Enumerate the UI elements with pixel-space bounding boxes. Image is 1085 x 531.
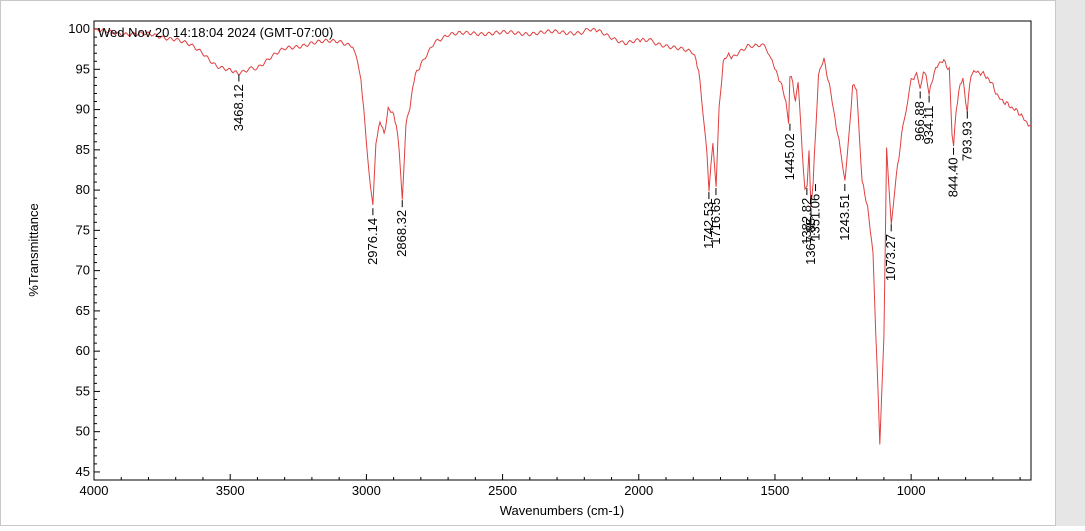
peak-label: 1742.53	[701, 202, 716, 249]
peak-label: 1716.65	[708, 198, 723, 245]
peak-label: 1445.02	[782, 133, 797, 180]
plot-area	[93, 20, 1032, 481]
x-axis-label: Wavenumbers (cm-1)	[500, 503, 624, 518]
right-scroll-panel	[1056, 0, 1085, 526]
y-tick-label: 60	[76, 343, 90, 358]
peak-label: 2868.32	[394, 210, 409, 257]
x-tick-label: 3000	[352, 483, 381, 498]
peak-label: 1073.27	[883, 234, 898, 281]
y-tick-label: 55	[76, 383, 90, 398]
y-tick-label: 80	[76, 182, 90, 197]
peak-label: 934.11	[921, 106, 936, 145]
y-tick-label: 95	[76, 61, 90, 76]
peak-label: 2976.14	[365, 218, 380, 265]
y-tick-label: 50	[76, 424, 90, 439]
y-tick-label: 45	[76, 464, 90, 479]
y-tick-labels: 45 50 55 60 65 70 75 80 85 90 95 100	[68, 21, 90, 479]
x-tick-label: 2500	[488, 483, 517, 498]
x-tick-label: 3500	[216, 483, 245, 498]
peak-label: 1382.82	[799, 198, 814, 245]
chart-title: Wed Nov 20 14:18:04 2024 (GMT-07:00)	[98, 25, 333, 40]
peak-label: 966.88	[912, 101, 927, 141]
peak-label: 1243.51	[837, 194, 852, 241]
y-tick-label: 65	[76, 303, 90, 318]
y-axis-label: %Transmittance	[26, 203, 41, 296]
peak-label: 793.93	[959, 121, 974, 161]
y-tick-label: 100	[68, 21, 90, 36]
y-tick-label: 85	[76, 142, 90, 157]
peak-label: 3468.12	[231, 84, 246, 131]
x-tick-labels: 4000 3500 3000 2500 2000 1500 1000	[80, 483, 926, 498]
x-tick-label: 1000	[897, 483, 926, 498]
x-tick-label: 2000	[624, 483, 653, 498]
y-tick-label: 90	[76, 102, 90, 117]
x-tick-label: 1500	[760, 483, 789, 498]
peak-label: 844.40	[946, 158, 961, 198]
spectrum-line	[93, 27, 1032, 445]
y-tick-label: 70	[76, 263, 90, 278]
y-tick-label: 75	[76, 222, 90, 237]
axis-ticks	[93, 28, 1021, 480]
peak-label: 1367.85	[803, 218, 818, 265]
peak-label: 1351.06	[808, 194, 823, 241]
x-tick-label: 4000	[80, 483, 109, 498]
